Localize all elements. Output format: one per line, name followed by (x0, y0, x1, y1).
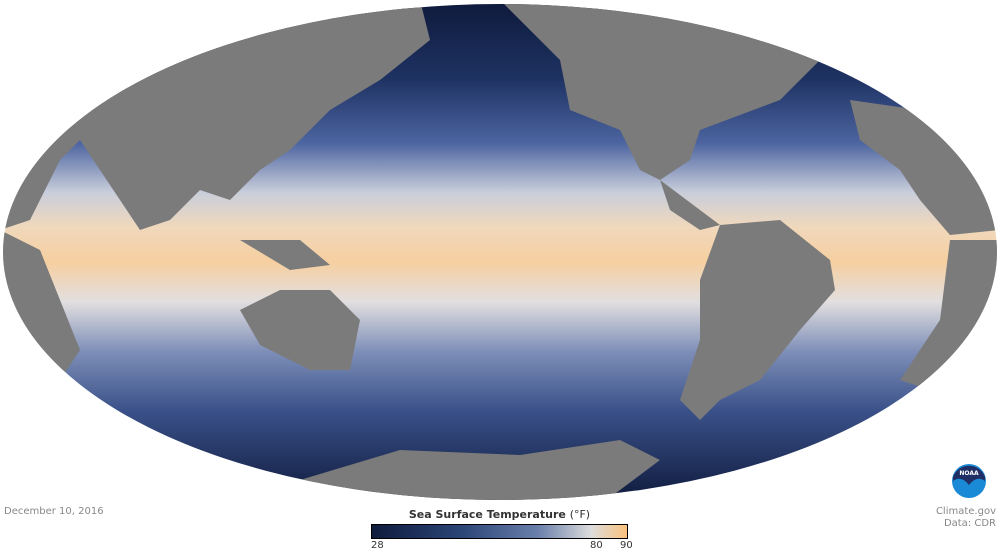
legend-tick-min: 28 (371, 540, 384, 551)
world-map (3, 4, 997, 500)
central-america (660, 180, 720, 230)
legend-color-bar (371, 524, 628, 539)
africa-east (900, 240, 997, 390)
credit-site: Climate.gov (935, 506, 996, 517)
legend-title-text: Sea Surface Temperature (408, 508, 566, 521)
date-label: December 10, 2016 (4, 506, 104, 517)
africa-west (3, 230, 80, 380)
legend-tick-max: 90 (620, 540, 633, 551)
south-america (680, 220, 835, 420)
north-america (500, 4, 820, 180)
credit: Climate.gov Data: CDR (936, 506, 996, 530)
credit-data-source: Data: CDR (943, 518, 996, 529)
noaa-logo-icon: NOAA (952, 464, 986, 498)
legend-title: Sea Surface Temperature (°F) (371, 508, 628, 521)
australia (240, 290, 360, 370)
antarctica (300, 440, 660, 500)
svg-text:NOAA: NOAA (959, 470, 979, 477)
new-guinea (240, 240, 330, 270)
legend-tick-80: 80 (590, 540, 603, 551)
legend-unit: (°F) (569, 508, 591, 521)
